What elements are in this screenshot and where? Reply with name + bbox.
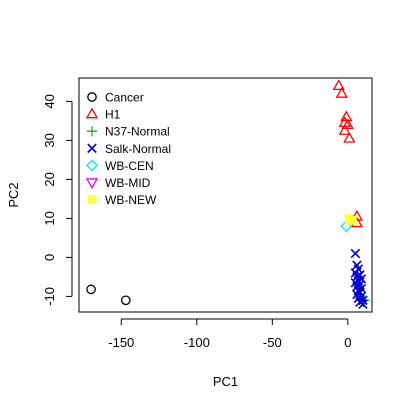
legend-symbol-h1 bbox=[85, 107, 99, 119]
point-h1 bbox=[341, 118, 354, 130]
legend-label-wb-mid: WB-MID bbox=[105, 176, 151, 190]
legend-symbol-salk-normal bbox=[87, 143, 97, 154]
y-tick-label: 30 bbox=[42, 133, 57, 147]
x-axis-label: PC1 bbox=[213, 374, 238, 389]
legend-symbol-wb-cen bbox=[86, 159, 98, 172]
point-salk-normal bbox=[350, 248, 361, 259]
point-h1 bbox=[338, 124, 351, 135]
y-tick-label: 10 bbox=[42, 211, 57, 225]
point-cancer bbox=[120, 295, 131, 306]
point-salk-normal bbox=[358, 299, 368, 309]
x-tick-label: -50 bbox=[263, 335, 282, 350]
legend-label-wb-new: WB-NEW bbox=[105, 193, 157, 207]
legend-label-n37-normal: N37-Normal bbox=[105, 125, 170, 139]
y-tick-label: 0 bbox=[42, 254, 57, 261]
x-tick-label: 0 bbox=[344, 335, 351, 350]
y-tick-label: -10 bbox=[42, 287, 57, 306]
legend-label-cancer: Cancer bbox=[105, 91, 144, 105]
legend-symbol-n37-normal bbox=[86, 126, 98, 137]
legend-label-salk-normal: Salk-Normal bbox=[105, 142, 171, 156]
legend-symbol-wb-mid bbox=[85, 178, 99, 190]
y-axis-label: PC2 bbox=[6, 182, 21, 207]
legend-label-wb-cen: WB-CEN bbox=[105, 159, 154, 173]
point-wb-new bbox=[347, 215, 357, 225]
x-tick-label: -150 bbox=[108, 335, 134, 350]
x-tick-label: -100 bbox=[184, 335, 210, 350]
legend-label-h1: H1 bbox=[105, 108, 121, 122]
point-h1 bbox=[350, 209, 364, 221]
legend: Cancer H1 N37-Normal Salk-Normal WB-CEN WB-MI… bbox=[85, 91, 171, 207]
plot-frame bbox=[78, 77, 373, 313]
legend-symbol-wb-new bbox=[87, 195, 97, 205]
legend-symbol-cancer bbox=[87, 92, 97, 102]
point-h1 bbox=[335, 87, 348, 98]
point-h1 bbox=[343, 131, 356, 143]
point-h1 bbox=[332, 79, 345, 91]
point-salk-normal bbox=[356, 274, 367, 284]
y-tick-label: 40 bbox=[42, 94, 57, 108]
y-tick-label: 20 bbox=[42, 172, 57, 186]
point-cancer bbox=[86, 284, 96, 295]
data-points bbox=[86, 79, 370, 309]
